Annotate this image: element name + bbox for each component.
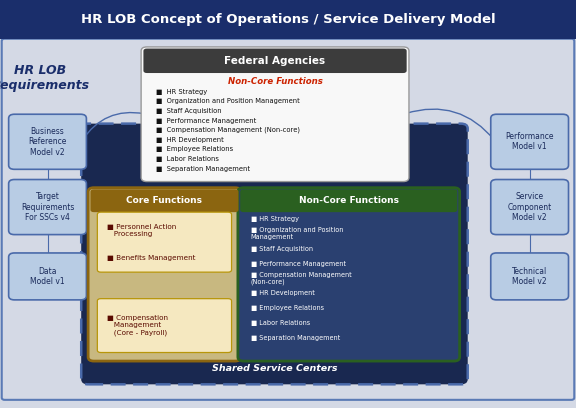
FancyBboxPatch shape — [143, 49, 407, 73]
Text: Core Functions: Core Functions — [127, 196, 202, 205]
FancyBboxPatch shape — [97, 212, 232, 272]
Text: HR LOB
Requirements: HR LOB Requirements — [0, 64, 89, 91]
FancyBboxPatch shape — [141, 47, 409, 182]
Text: ■ Compensation Management
(Non-core): ■ Compensation Management (Non-core) — [251, 272, 351, 285]
FancyBboxPatch shape — [0, 0, 576, 39]
Text: ■  Separation Management: ■ Separation Management — [156, 166, 249, 172]
Text: ■  Employee Relations: ■ Employee Relations — [156, 146, 233, 153]
Text: Target
Requirements
For SSCs v4: Target Requirements For SSCs v4 — [21, 192, 74, 222]
Text: ■ Organization and Position
Management: ■ Organization and Position Management — [251, 227, 343, 240]
FancyBboxPatch shape — [81, 124, 468, 384]
Text: ■ Employee Relations: ■ Employee Relations — [251, 306, 324, 311]
Text: HR LOB
Common
Solution: HR LOB Common Solution — [97, 225, 146, 258]
Text: ■ Separation Management: ■ Separation Management — [251, 335, 340, 341]
FancyBboxPatch shape — [9, 253, 86, 300]
Text: ■ Personnel Action
   Processing: ■ Personnel Action Processing — [107, 224, 176, 237]
Text: Non-Core Functions: Non-Core Functions — [228, 77, 323, 86]
Text: ■  Staff Acquisition: ■ Staff Acquisition — [156, 108, 221, 114]
Text: ■  Compensation Management (Non-core): ■ Compensation Management (Non-core) — [156, 127, 300, 133]
Text: Data
Model v1: Data Model v1 — [30, 267, 65, 286]
Text: ■ Labor Relations: ■ Labor Relations — [251, 320, 310, 326]
Text: HR LOB Concept of Operations / Service Delivery Model: HR LOB Concept of Operations / Service D… — [81, 13, 495, 26]
Text: Federal Agencies: Federal Agencies — [225, 56, 325, 66]
FancyBboxPatch shape — [491, 253, 569, 300]
Text: Technical
Model v2: Technical Model v2 — [512, 267, 547, 286]
FancyBboxPatch shape — [9, 114, 86, 169]
FancyBboxPatch shape — [491, 114, 569, 169]
FancyBboxPatch shape — [9, 180, 86, 235]
Text: ■  Performance Management: ■ Performance Management — [156, 118, 256, 124]
Text: ■  Labor Relations: ■ Labor Relations — [156, 156, 218, 162]
Text: ■ Staff Acquisition: ■ Staff Acquisition — [251, 246, 313, 252]
FancyBboxPatch shape — [240, 189, 457, 212]
Text: ■  HR Development: ■ HR Development — [156, 137, 223, 143]
FancyBboxPatch shape — [238, 188, 460, 361]
FancyBboxPatch shape — [90, 189, 238, 212]
Text: Business
Reference
Model v2: Business Reference Model v2 — [28, 127, 67, 157]
FancyBboxPatch shape — [2, 39, 574, 400]
Text: ■ Compensation
   Management
   (Core - Payroll): ■ Compensation Management (Core - Payrol… — [107, 315, 168, 336]
Text: Service
Component
Model v2: Service Component Model v2 — [507, 192, 552, 222]
Text: Non-Core Functions: Non-Core Functions — [299, 196, 399, 205]
Text: ■ Performance Management: ■ Performance Management — [251, 261, 346, 266]
Text: ■  Organization and Position Management: ■ Organization and Position Management — [156, 98, 300, 104]
FancyBboxPatch shape — [491, 180, 569, 235]
FancyBboxPatch shape — [97, 299, 232, 353]
Text: ■ Benefits Management: ■ Benefits Management — [107, 255, 195, 261]
Text: ■ HR Strategy: ■ HR Strategy — [251, 216, 298, 222]
Text: ■ HR Development: ■ HR Development — [251, 290, 314, 297]
FancyBboxPatch shape — [88, 188, 241, 361]
Text: Shared Service Centers: Shared Service Centers — [212, 364, 337, 373]
Text: ■  HR Strategy: ■ HR Strategy — [156, 89, 207, 95]
Text: Performance
Model v1: Performance Model v1 — [505, 132, 554, 151]
